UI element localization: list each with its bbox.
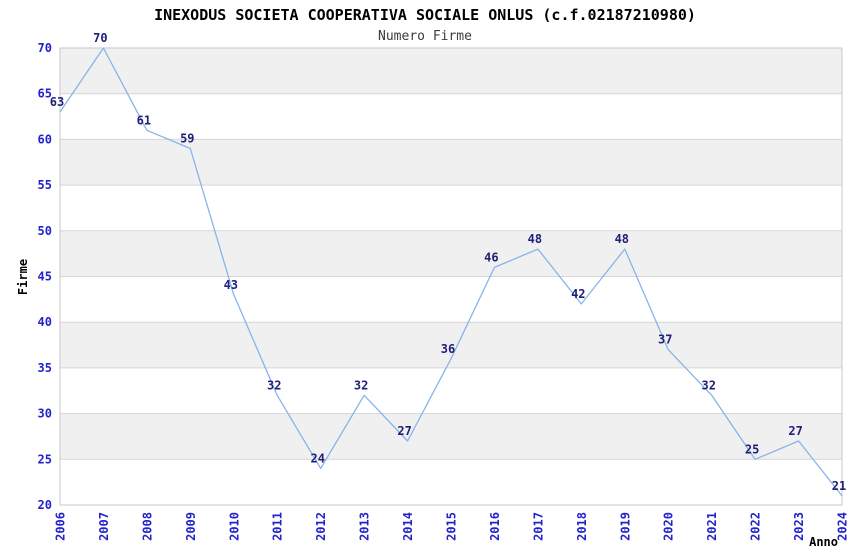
x-tick-label: 2007 <box>97 512 111 541</box>
data-point-label: 61 <box>137 113 151 127</box>
data-point-label: 32 <box>267 378 281 392</box>
data-point-label: 70 <box>93 31 107 45</box>
plot-border <box>59 47 843 506</box>
x-tick-label: 2012 <box>314 512 328 541</box>
x-tick-label: 2019 <box>618 512 632 541</box>
data-point-label: 32 <box>701 378 715 392</box>
x-tick-label: 2014 <box>401 512 415 541</box>
data-point-label: 43 <box>224 278 238 292</box>
plot-band <box>60 230 842 277</box>
x-tick-label: 2018 <box>575 512 589 541</box>
y-tick-label: 55 <box>38 178 52 192</box>
data-point-label: 59 <box>180 132 194 146</box>
x-tick-label: 2008 <box>140 512 154 541</box>
y-tick-label: 70 <box>38 41 52 55</box>
plot-band <box>60 48 842 94</box>
x-tick-label: 2006 <box>54 512 68 541</box>
x-tick-label: 2017 <box>531 512 545 541</box>
x-tick-label: 2023 <box>792 512 806 541</box>
x-tick-label: 2010 <box>227 512 241 541</box>
y-tick-label: 45 <box>38 270 52 284</box>
chart-subtitle: Numero Firme <box>378 29 472 44</box>
data-point-label: 48 <box>528 232 542 246</box>
y-tick-label: 50 <box>38 224 52 238</box>
y-tick-label: 60 <box>38 132 52 146</box>
plot-band <box>60 322 842 368</box>
data-point-label: 27 <box>788 424 802 438</box>
y-tick-label: 20 <box>38 498 52 512</box>
y-tick-label: 30 <box>38 407 52 421</box>
x-axis-title: Anno <box>809 535 838 549</box>
x-tick-label: 2013 <box>358 512 372 541</box>
data-line <box>59 47 843 497</box>
chart-title: INEXODUS SOCIETA COOPERATIVA SOCIALE ONL… <box>154 6 696 24</box>
x-tick-label: 2009 <box>184 512 198 541</box>
x-tick-label: 2011 <box>271 512 285 541</box>
data-point-label: 32 <box>354 378 368 392</box>
y-tick-label: 65 <box>38 87 52 101</box>
x-tick-label: 2021 <box>705 512 719 541</box>
data-point-label: 21 <box>832 479 846 493</box>
data-point-label: 27 <box>397 424 411 438</box>
x-tick-label: 2020 <box>662 512 676 541</box>
y-tick-label: 25 <box>38 452 52 466</box>
data-point-label: 48 <box>615 232 629 246</box>
data-point-label: 24 <box>310 451 324 465</box>
data-point-label: 42 <box>571 287 585 301</box>
data-point-label: 46 <box>484 250 498 264</box>
x-tick-label: 2015 <box>445 512 459 541</box>
x-tick-label: 2016 <box>488 512 502 541</box>
y-tick-label: 35 <box>38 361 52 375</box>
plot-band <box>60 139 842 186</box>
y-axis-title: Firme <box>16 259 30 295</box>
data-point-label: 36 <box>441 342 455 356</box>
data-point-label: 63 <box>50 95 64 109</box>
x-tick-label: 2024 <box>836 512 850 541</box>
x-tick-label: 2022 <box>749 512 763 541</box>
data-point-label: 37 <box>658 333 672 347</box>
plot-band <box>60 413 842 460</box>
y-tick-label: 40 <box>38 315 52 329</box>
data-point-label: 25 <box>745 442 759 456</box>
